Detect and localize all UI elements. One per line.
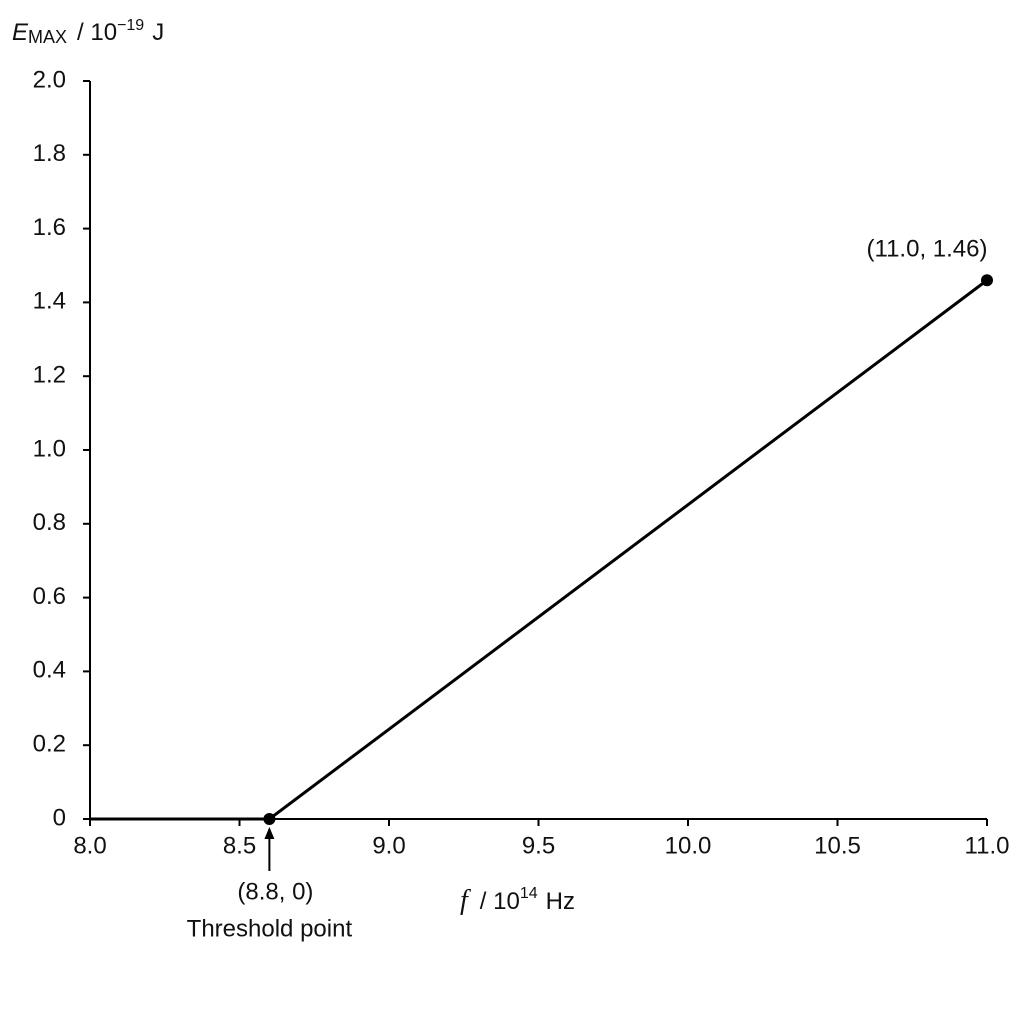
x-tick-label: 9.5 [522,832,555,859]
annotation-arrowhead [264,827,275,839]
x-tick-label: 8.0 [73,832,106,859]
y-tick-label: 0.4 [33,657,66,684]
y-tick-label: 1.6 [33,214,66,241]
y-label-unit-end: J [152,19,164,46]
y-label-exponent: −19 [117,17,144,34]
y-tick-label: 2.0 [33,66,66,93]
x-axis-label: f / 1014 Hz [460,885,575,916]
annotation-note: Threshold point [187,915,353,942]
y-tick-label: 1.8 [33,140,66,167]
x-tick-label: 9.0 [372,832,405,859]
data-line [90,279,988,821]
annotation: (11.0, 1.46) [867,236,988,263]
annotated-point [981,274,993,287]
y-tick-label: 1.0 [33,435,66,462]
y-tick-label: 1.4 [33,288,66,315]
y-tick-label: 0.8 [33,509,66,536]
y-label-subscript: MAX [28,27,67,47]
y-label-symbol: E [12,19,29,46]
y-label-unit: / 10 [77,19,117,46]
x-tick-label: 10.0 [665,832,712,859]
x-tick-label: 10.5 [814,832,861,859]
x-label-unit-end: Hz [546,888,575,915]
y-tick-label: 1.2 [33,362,66,389]
annotation: (8.8, 0) [237,878,313,905]
x-label-exponent: 14 [520,885,538,902]
y-tick-label: 0.2 [33,731,66,758]
y-axis-label: EMAX / 10−19 J [12,17,164,47]
x-tick-label: 11.0 [965,832,1010,859]
x-tick-label: 8.5 [223,832,256,859]
x-label-unit: / 10 [480,888,520,915]
y-tick-label: 0.6 [33,583,66,610]
x-label-symbol: f [460,885,471,916]
y-tick-label: 0 [53,804,66,831]
annotated-point [263,813,276,825]
